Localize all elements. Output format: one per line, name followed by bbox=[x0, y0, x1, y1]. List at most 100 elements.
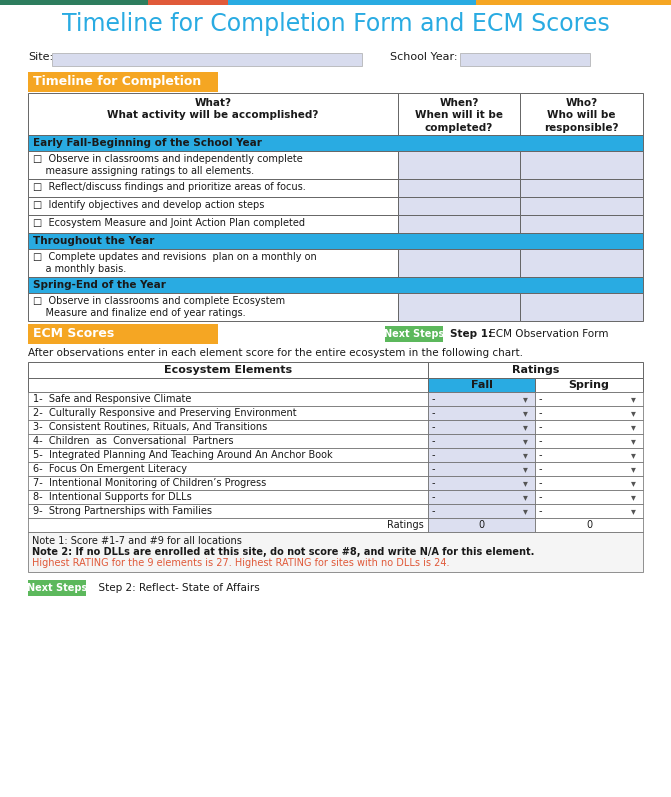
Bar bbox=[520, 93, 643, 135]
Text: 2-  Culturally Responsive and Preserving Environment: 2- Culturally Responsive and Preserving … bbox=[33, 408, 297, 418]
Bar bbox=[535, 392, 643, 406]
Text: Next Steps: Next Steps bbox=[384, 329, 444, 339]
Bar bbox=[520, 215, 643, 233]
Text: -: - bbox=[432, 422, 435, 432]
Bar bbox=[428, 378, 535, 392]
Bar bbox=[535, 504, 643, 518]
Text: Ecosystem Elements: Ecosystem Elements bbox=[164, 365, 292, 375]
Bar bbox=[428, 490, 535, 504]
Bar bbox=[428, 420, 535, 434]
Bar bbox=[28, 197, 398, 215]
Bar bbox=[28, 392, 428, 406]
Bar bbox=[535, 434, 643, 448]
Bar bbox=[28, 324, 218, 344]
Bar bbox=[520, 293, 643, 321]
Bar bbox=[398, 215, 520, 233]
Bar bbox=[398, 93, 520, 135]
Bar bbox=[428, 392, 535, 406]
Text: ECM Observation Form: ECM Observation Form bbox=[486, 329, 609, 339]
Bar bbox=[385, 326, 443, 342]
Bar bbox=[28, 504, 428, 518]
Bar bbox=[398, 293, 520, 321]
Text: -: - bbox=[539, 478, 542, 488]
Bar bbox=[428, 434, 535, 448]
Text: -: - bbox=[539, 506, 542, 516]
Text: -: - bbox=[432, 408, 435, 418]
Text: 6-  Focus On Emergent Literacy: 6- Focus On Emergent Literacy bbox=[33, 464, 187, 474]
Text: Note 1: Score #1-7 and #9 for all locations: Note 1: Score #1-7 and #9 for all locati… bbox=[32, 536, 242, 546]
Text: □  Ecosystem Measure and Joint Action Plan completed: □ Ecosystem Measure and Joint Action Pla… bbox=[33, 218, 305, 228]
Bar bbox=[28, 406, 428, 420]
Bar bbox=[28, 518, 428, 532]
Text: Ratings: Ratings bbox=[387, 520, 424, 530]
Text: -: - bbox=[539, 492, 542, 502]
Bar bbox=[535, 378, 643, 392]
Bar bbox=[28, 378, 428, 392]
Bar bbox=[28, 293, 398, 321]
Bar bbox=[428, 406, 535, 420]
Text: Who?
Who will be
responsible?: Who? Who will be responsible? bbox=[544, 98, 619, 133]
Text: What?
What activity will be accomplished?: What? What activity will be accomplished… bbox=[107, 98, 319, 120]
Bar bbox=[28, 532, 643, 572]
Text: Timeline for Completion: Timeline for Completion bbox=[33, 75, 201, 88]
Bar bbox=[535, 448, 643, 462]
Text: After observations enter in each element score for the entire ecosystem in the f: After observations enter in each element… bbox=[28, 348, 523, 358]
Bar bbox=[28, 179, 398, 197]
Text: □  Observe in classrooms and independently complete
    measure assigning rating: □ Observe in classrooms and independentl… bbox=[33, 154, 303, 176]
Text: ▾: ▾ bbox=[631, 394, 636, 404]
Text: Timeline for Completion Form and ECM Scores: Timeline for Completion Form and ECM Sco… bbox=[62, 12, 609, 36]
Text: ▾: ▾ bbox=[523, 492, 528, 502]
Bar bbox=[398, 151, 520, 179]
Bar bbox=[28, 476, 428, 490]
Text: ▾: ▾ bbox=[523, 506, 528, 516]
Bar bbox=[28, 462, 428, 476]
Text: -: - bbox=[539, 422, 542, 432]
Bar bbox=[428, 518, 535, 532]
Text: □  Observe in classrooms and complete Ecosystem
    Measure and finalize end of : □ Observe in classrooms and complete Eco… bbox=[33, 296, 285, 318]
Text: ▾: ▾ bbox=[523, 450, 528, 460]
Bar bbox=[28, 93, 398, 135]
Text: □  Reflect/discuss findings and prioritize areas of focus.: □ Reflect/discuss findings and prioritiz… bbox=[33, 182, 306, 192]
Text: Fall: Fall bbox=[470, 380, 493, 390]
Bar bbox=[28, 277, 643, 293]
Text: 1-  Safe and Responsive Climate: 1- Safe and Responsive Climate bbox=[33, 394, 191, 404]
Text: ▾: ▾ bbox=[631, 408, 636, 418]
Text: -: - bbox=[432, 450, 435, 460]
Text: Ratings: Ratings bbox=[512, 365, 559, 375]
Bar bbox=[28, 580, 86, 596]
Text: Early Fall-Beginning of the School Year: Early Fall-Beginning of the School Year bbox=[33, 138, 262, 148]
Text: ▾: ▾ bbox=[523, 436, 528, 446]
Text: □  Complete updates and revisions  plan on a monthly on
    a monthly basis.: □ Complete updates and revisions plan on… bbox=[33, 252, 317, 274]
Text: Highest RATING for the 9 elements is 27. Highest RATING for sites with no DLLs i: Highest RATING for the 9 elements is 27.… bbox=[32, 558, 450, 568]
Text: Step 1:: Step 1: bbox=[450, 329, 492, 339]
Bar bbox=[28, 72, 218, 92]
Text: -: - bbox=[539, 436, 542, 446]
Bar bbox=[28, 233, 643, 249]
Text: 0: 0 bbox=[586, 520, 592, 530]
Text: ▾: ▾ bbox=[631, 422, 636, 432]
Bar bbox=[28, 151, 398, 179]
Text: ▾: ▾ bbox=[631, 464, 636, 474]
Bar bbox=[428, 362, 643, 378]
Bar bbox=[535, 518, 643, 532]
Bar bbox=[0, 0, 148, 5]
Text: ▾: ▾ bbox=[631, 450, 636, 460]
Text: -: - bbox=[432, 464, 435, 474]
Bar bbox=[228, 0, 476, 5]
Text: Spring: Spring bbox=[568, 380, 609, 390]
Text: -: - bbox=[432, 492, 435, 502]
Text: -: - bbox=[432, 436, 435, 446]
Text: 0: 0 bbox=[478, 520, 484, 530]
Bar bbox=[428, 448, 535, 462]
Text: Step 2: Reflect- State of Affairs: Step 2: Reflect- State of Affairs bbox=[92, 583, 260, 593]
Text: 9-  Strong Partnerships with Families: 9- Strong Partnerships with Families bbox=[33, 506, 212, 516]
Bar bbox=[28, 490, 428, 504]
Bar bbox=[398, 197, 520, 215]
Text: Note 2: If no DLLs are enrolled at this site, do not score #8, and write N/A for: Note 2: If no DLLs are enrolled at this … bbox=[32, 547, 534, 557]
Bar bbox=[428, 462, 535, 476]
Bar bbox=[28, 362, 428, 378]
Bar bbox=[460, 53, 590, 66]
Bar bbox=[535, 420, 643, 434]
Text: Next Steps: Next Steps bbox=[27, 583, 87, 593]
Text: ▾: ▾ bbox=[631, 492, 636, 502]
